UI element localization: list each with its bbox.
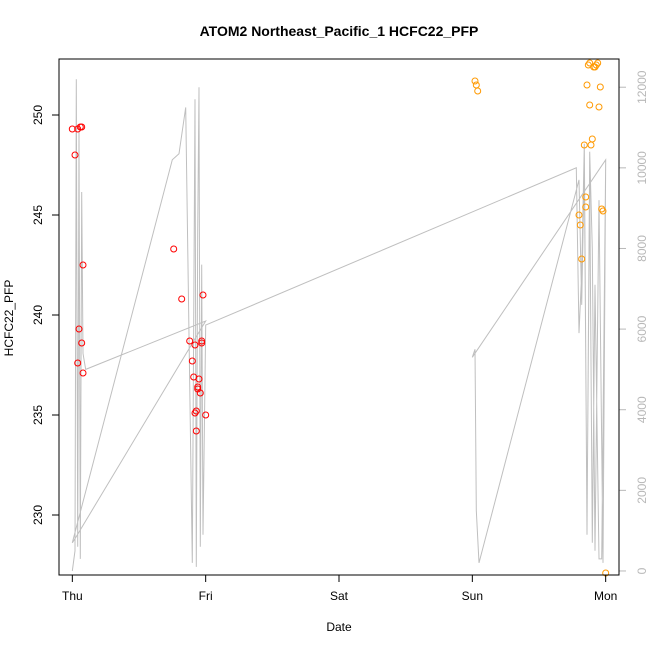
data-point xyxy=(202,411,210,419)
data-point xyxy=(79,369,87,377)
data-point xyxy=(592,61,600,69)
data-point xyxy=(71,151,79,159)
chart-title: ATOM2 Northeast_Pacific_1 HCFC22_PFP xyxy=(200,23,479,39)
data-point xyxy=(74,359,82,367)
data-point xyxy=(74,125,82,133)
data-point xyxy=(198,339,206,347)
y-tick-label: 230 xyxy=(31,505,45,525)
x-tick-label: Fri xyxy=(199,589,213,603)
y-tick-label: 240 xyxy=(31,305,45,325)
data-point xyxy=(599,207,607,215)
data-point xyxy=(194,383,202,391)
data-point xyxy=(194,385,202,393)
y-axis-label: HCFC22_PFP xyxy=(2,280,16,357)
y2-tick-label: 6000 xyxy=(635,315,649,342)
data-point xyxy=(580,141,588,149)
data-point xyxy=(191,341,199,349)
y-tick-label: 235 xyxy=(31,405,45,425)
y2-tick-label: 12000 xyxy=(635,70,649,104)
data-point xyxy=(474,87,482,95)
y2-tick-label: 0 xyxy=(635,567,649,574)
data-point xyxy=(596,83,604,91)
data-point xyxy=(178,295,186,303)
x-tick-label: Mon xyxy=(594,589,617,603)
data-point xyxy=(186,337,194,345)
plot-frame xyxy=(58,58,620,576)
x-tick-label: Sun xyxy=(462,589,483,603)
data-point xyxy=(192,407,200,415)
data-point xyxy=(198,337,206,345)
x-tick-label: Sat xyxy=(330,589,349,603)
y-tick-label: 250 xyxy=(31,105,45,125)
data-point xyxy=(595,103,603,111)
data-point xyxy=(586,59,594,67)
data-point xyxy=(588,135,596,143)
y2-tick-label: 2000 xyxy=(635,477,649,504)
data-point xyxy=(68,125,76,133)
data-point xyxy=(195,375,203,383)
data-point xyxy=(79,261,87,269)
data-point xyxy=(199,291,207,299)
data-point xyxy=(586,101,594,109)
x-axis-label: Date xyxy=(326,620,352,634)
data-point xyxy=(191,409,199,417)
data-point xyxy=(598,205,606,213)
x-tick-label: Thu xyxy=(62,589,83,603)
line-series-path xyxy=(71,79,607,572)
data-point xyxy=(192,427,200,435)
data-point xyxy=(75,325,83,333)
data-point xyxy=(582,193,590,201)
data-point xyxy=(583,81,591,89)
data-point xyxy=(170,245,178,253)
y2-tick-label: 10000 xyxy=(635,151,649,185)
y-tick-label: 245 xyxy=(31,205,45,225)
data-point xyxy=(578,255,586,263)
data-point xyxy=(582,203,590,211)
y2-tick-label: 4000 xyxy=(635,396,649,423)
data-point xyxy=(188,357,196,365)
data-point xyxy=(594,59,602,67)
data-point xyxy=(471,77,479,85)
data-point xyxy=(576,221,584,229)
data-point xyxy=(575,211,583,219)
y2-tick-label: 8000 xyxy=(635,235,649,262)
data-point xyxy=(78,339,86,347)
